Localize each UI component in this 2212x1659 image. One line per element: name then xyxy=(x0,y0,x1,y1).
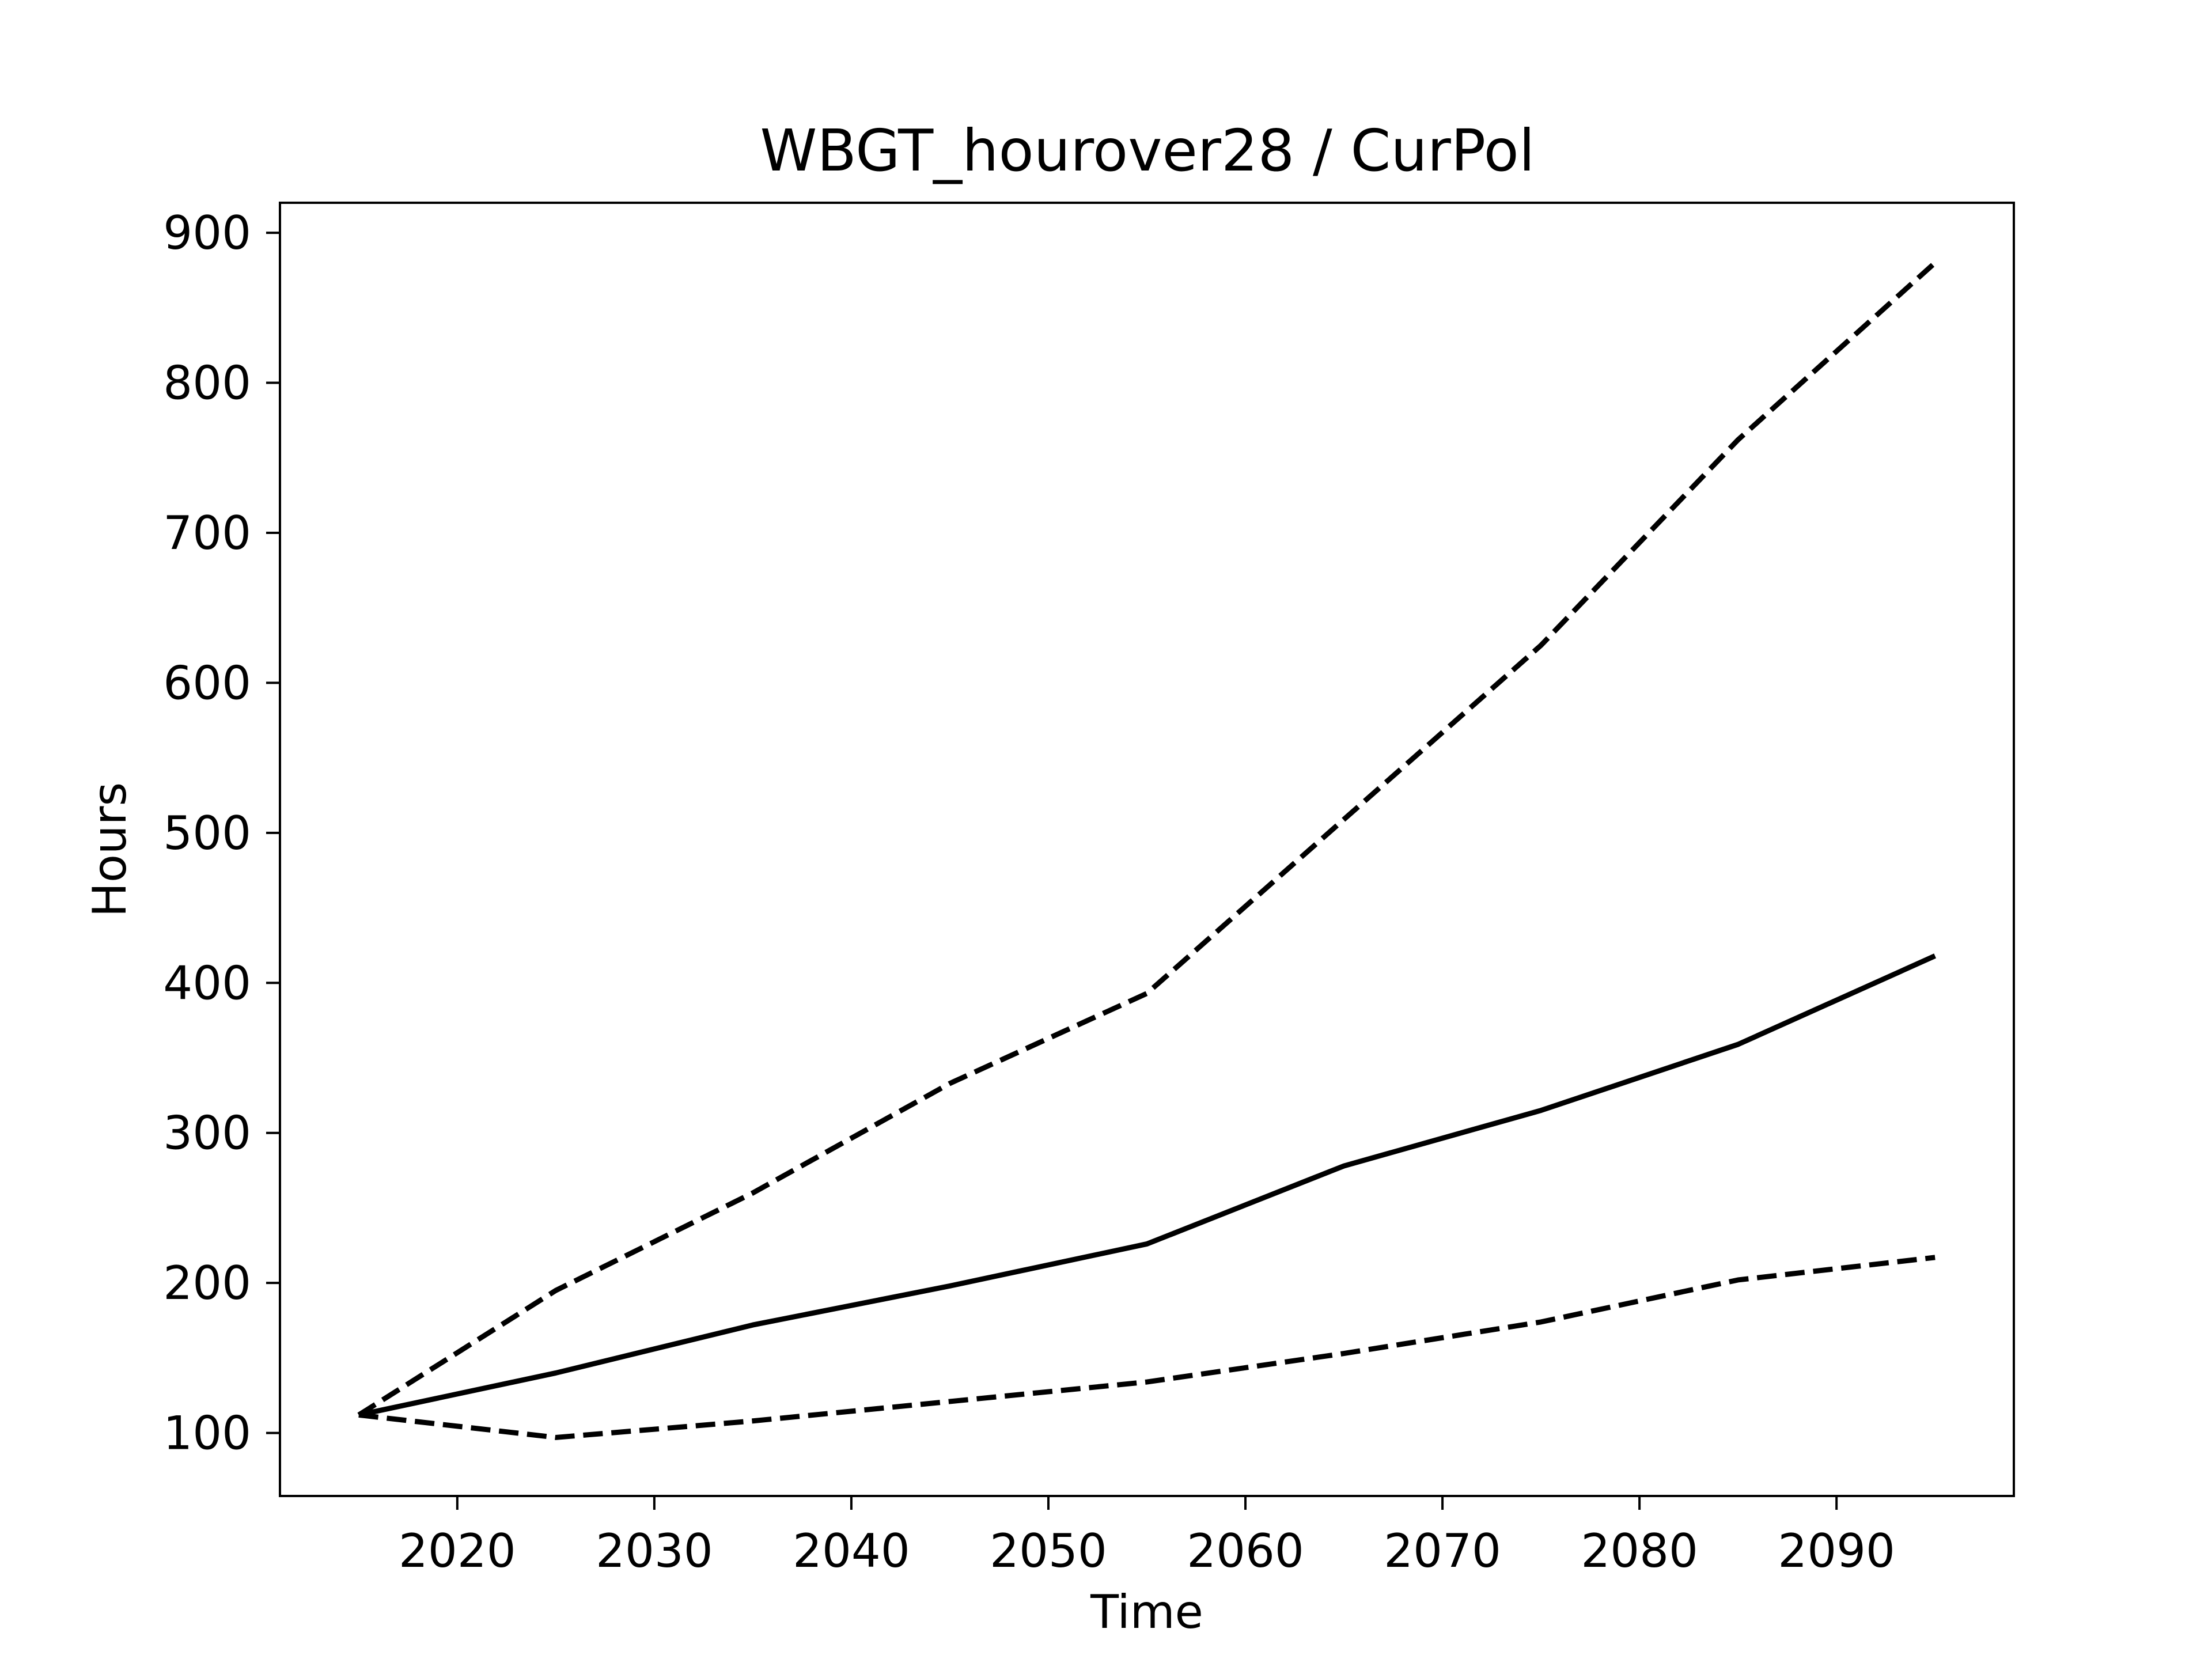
x-axis-ticks: 2020 2030 2040 2050 2060 2070 2080 2090 xyxy=(399,1496,1895,1578)
y-tick-label: 700 xyxy=(163,506,251,560)
x-tick-label: 2030 xyxy=(596,1524,713,1578)
x-tick-label: 2090 xyxy=(1778,1524,1895,1578)
x-tick-label: 2070 xyxy=(1384,1524,1501,1578)
x-tick-label: 2040 xyxy=(793,1524,910,1578)
y-axis-label: Hours xyxy=(83,782,137,917)
y-tick-label: 900 xyxy=(163,206,251,260)
y-tick-label: 100 xyxy=(163,1407,251,1460)
data-series xyxy=(357,260,1937,1440)
plot-area-frame xyxy=(279,202,2015,1497)
dashed-series-line-1 xyxy=(357,260,1937,1418)
x-axis-label: Time xyxy=(1090,1585,1203,1639)
x-tick-label: 2020 xyxy=(399,1524,516,1578)
y-tick-label: 600 xyxy=(163,656,251,710)
y-tick-label: 400 xyxy=(163,956,251,1010)
x-tick-label: 2060 xyxy=(1187,1524,1304,1578)
y-axis-ticks: 100 200 300 400 500 600 700 800 900 xyxy=(163,206,280,1460)
y-tick-label: 300 xyxy=(163,1107,251,1160)
x-tick-label: 2080 xyxy=(1581,1524,1698,1578)
solid-series-line xyxy=(358,953,1937,1418)
x-tick-label: 2050 xyxy=(990,1524,1107,1578)
y-tick-label: 800 xyxy=(163,357,251,410)
y-tick-label: 200 xyxy=(163,1256,251,1310)
dashed-series-line-2 xyxy=(358,1255,1936,1440)
y-tick-label: 500 xyxy=(163,806,251,860)
chart-title: WBGT_hourover28 / CurPol xyxy=(760,117,1535,184)
